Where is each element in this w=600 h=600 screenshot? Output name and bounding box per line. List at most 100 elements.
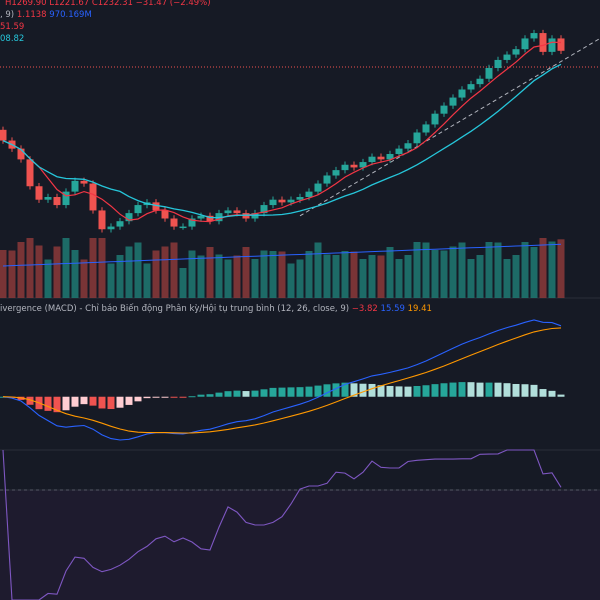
volume-bar-22 <box>197 255 205 298</box>
volume-bar-58 <box>521 242 529 298</box>
macd-hist-bar-8 <box>71 396 79 407</box>
macd-hist-bar-3 <box>26 396 34 405</box>
macd-hist-bar-16 <box>143 396 151 399</box>
macd-title: ivergence (MACD) - Chỉ báo Biến động Phâ… <box>0 304 350 314</box>
candle-body-10 <box>89 183 97 211</box>
candle-body-52 <box>467 84 475 90</box>
candle-body-4 <box>35 186 43 200</box>
candle-body-59 <box>530 33 538 39</box>
candle-body-9 <box>80 180 88 184</box>
candle-body-62 <box>557 38 565 51</box>
volume-bar-36 <box>323 254 331 298</box>
candle-body-15 <box>134 205 142 214</box>
macd-line-value: 15.59 <box>380 304 405 314</box>
candle-body-5 <box>44 197 52 200</box>
macd-hist-bar-43 <box>386 385 394 397</box>
candle-body-55 <box>494 59 502 68</box>
candle-body-6 <box>53 197 61 206</box>
candle-body-58 <box>521 38 529 50</box>
volume-bar-25 <box>224 259 232 298</box>
volume-bar-7 <box>62 238 70 298</box>
macd-hist-bar-44 <box>395 386 403 397</box>
macd-hist-bar-14 <box>125 396 133 405</box>
volume-bar-54 <box>485 242 493 298</box>
volume-value-1: 1.1138 <box>16 10 47 20</box>
macd-hist-bar-11 <box>98 396 106 409</box>
ohlc-change: −31.47 (−2.49%) <box>135 0 211 8</box>
volume-bar-11 <box>98 238 106 298</box>
ma-slow-line <box>2 63 562 219</box>
macd-hist-bar-48 <box>431 384 439 397</box>
macd-hist-bar-30 <box>269 387 277 397</box>
volume-bar-27 <box>242 247 250 298</box>
macd-hist-bar-27 <box>242 391 250 397</box>
candle-body-44 <box>395 148 403 154</box>
candle-body-41 <box>368 156 376 163</box>
candle-body-12 <box>107 226 115 230</box>
volume-bar-16 <box>143 263 151 298</box>
candle-body-61 <box>548 38 556 52</box>
macd-hist-bar-60 <box>539 389 547 397</box>
candle-body-51 <box>458 89 466 98</box>
volume-bar-44 <box>395 259 403 298</box>
macd-hist-bar-42 <box>377 385 385 397</box>
ma-fast-line <box>2 41 562 223</box>
rsi-band <box>0 490 600 600</box>
macd-hist-bar-58 <box>521 384 529 397</box>
candle-body-19 <box>170 218 178 227</box>
volume-bar-14 <box>125 246 133 298</box>
volume-bar-39 <box>350 251 358 298</box>
macd-hist-bar-41 <box>368 383 376 397</box>
candle-body-23 <box>206 215 214 222</box>
candle-body-54 <box>485 68 493 79</box>
volume-bar-4 <box>35 245 43 298</box>
macd-hist-bar-13 <box>116 396 124 408</box>
macd-hist-bar-49 <box>440 383 448 397</box>
macd-hist-bar-50 <box>449 382 457 397</box>
ohlc-high: H1269.90 <box>5 0 47 8</box>
macd-hist-bar-53 <box>476 382 484 397</box>
volume-bar-10 <box>89 238 97 298</box>
macd-hist-bar-36 <box>323 384 331 397</box>
volume-bar-47 <box>422 242 430 298</box>
macd-hist-bar-28 <box>251 390 259 397</box>
macd-hist-bar-55 <box>494 382 502 397</box>
macd-hist-bar-61 <box>548 390 556 397</box>
macd-hist-bar-9 <box>80 396 88 405</box>
candle-body-37 <box>332 170 340 176</box>
candle-body-7 <box>62 191 70 206</box>
candle-body-53 <box>476 78 484 85</box>
volume-bar-3 <box>26 238 34 298</box>
volume-bar-35 <box>314 242 322 298</box>
candle-body-26 <box>233 210 241 214</box>
macd-hist-bar-7 <box>62 396 70 411</box>
volume-bar-29 <box>260 250 268 298</box>
candle-body-14 <box>125 213 133 222</box>
macd-hist-bar-23 <box>206 394 214 397</box>
macd-hist-bar-62 <box>557 394 565 397</box>
ma-legend-1: 51.59 <box>0 22 25 32</box>
candle-body-18 <box>161 210 169 219</box>
candle-body-2 <box>17 148 25 160</box>
volume-bar-40 <box>359 259 367 298</box>
candle-body-42 <box>377 156 385 160</box>
candle-body-47 <box>422 124 430 133</box>
macd-line <box>2 319 562 441</box>
volume-bar-31 <box>278 251 286 298</box>
ma-legend-2: 08.82 <box>0 34 25 44</box>
volume-ma-line <box>2 243 562 267</box>
volume-bar-2 <box>17 242 25 298</box>
volume-bar-19 <box>170 242 178 298</box>
macd-hist-bar-35 <box>314 385 322 397</box>
macd-hist-bar-18 <box>161 396 169 398</box>
candle-body-57 <box>512 49 520 55</box>
macd-hist-bar-33 <box>296 387 304 397</box>
candle-body-39 <box>350 164 358 168</box>
macd-hist-bar-6 <box>53 396 61 413</box>
candle-body-45 <box>404 143 412 149</box>
macd-hist-bar-45 <box>404 386 412 397</box>
candle-body-11 <box>98 210 106 230</box>
macd-hist-bar-38 <box>341 382 349 397</box>
candle-body-29 <box>260 205 268 214</box>
